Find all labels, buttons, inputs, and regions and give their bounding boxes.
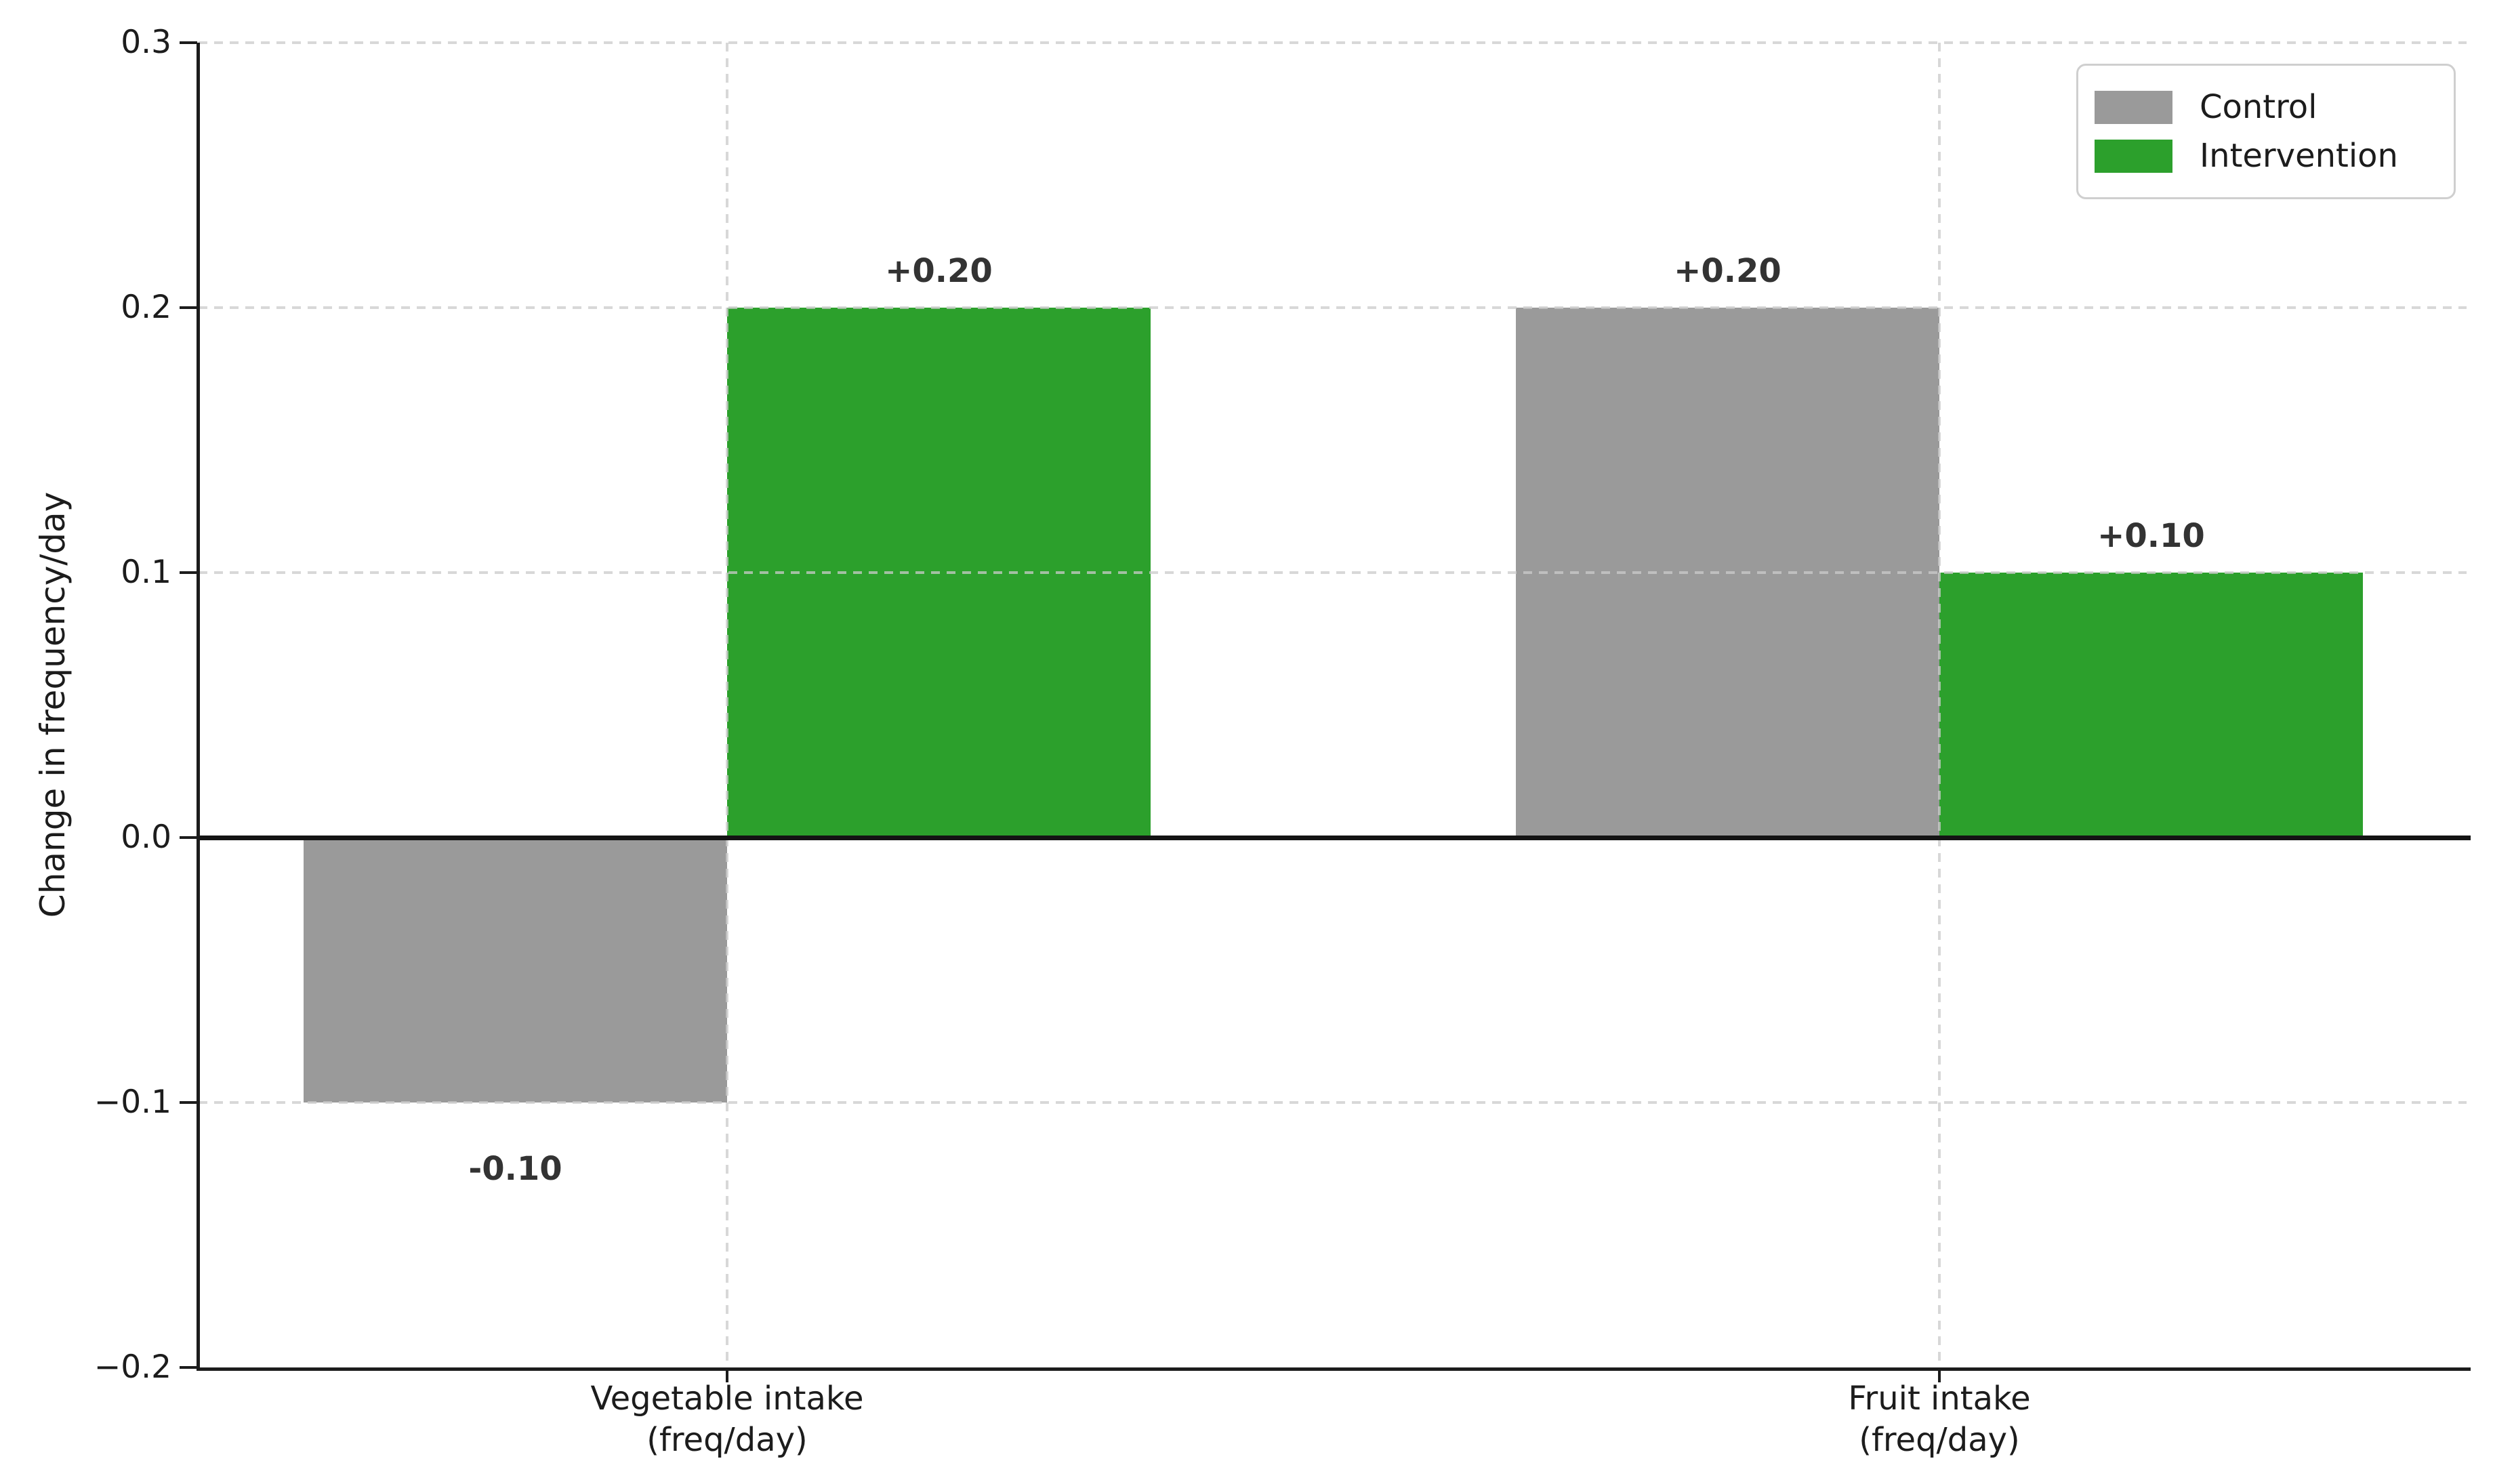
gridline-y-0.1 xyxy=(199,571,2467,574)
y-tick-mark-−0.2 xyxy=(180,1366,197,1369)
x-axis-spine xyxy=(197,1367,2471,1371)
bar-value-label-control-vegetable-intake: -0.10 xyxy=(468,1150,562,1188)
control-swatch xyxy=(2095,90,2172,124)
zero-baseline xyxy=(199,836,2471,840)
x-tick-label-line2: (freq/day) xyxy=(1859,1421,2020,1459)
x-tick-label-fruit-intake: Fruit intake (freq/day) xyxy=(1533,1378,2346,1461)
x-tick-label-line1: Vegetable intake xyxy=(590,1380,864,1418)
intervention-swatch xyxy=(2095,139,2172,173)
y-tick-label-0.2: 0.2 xyxy=(121,289,171,326)
legend-entry-control: Control xyxy=(2095,88,2454,126)
legend-entry-intervention: Intervention xyxy=(2095,137,2454,175)
y-tick-label-−0.2: −0.2 xyxy=(94,1348,171,1386)
bar-control-vegetable-intake xyxy=(304,838,727,1102)
gridline-y-−0.1 xyxy=(199,1101,2467,1104)
y-tick-label-0.1: 0.1 xyxy=(121,554,171,591)
y-tick-label-−0.1: −0.1 xyxy=(94,1084,171,1121)
bar-value-label-intervention-fruit-intake: +0.10 xyxy=(2097,517,2205,555)
gridline-y-0.2 xyxy=(199,306,2467,309)
y-tick-label-0.0: 0.0 xyxy=(121,819,171,856)
x-tick-label-line1: Fruit intake xyxy=(1848,1380,2031,1418)
legend-label-control: Control xyxy=(2200,88,2317,126)
y-tick-mark-0.3 xyxy=(180,41,197,44)
y-axis-spine xyxy=(197,43,200,1371)
y-tick-mark-0.2 xyxy=(180,306,197,309)
y-tick-mark-0.1 xyxy=(180,571,197,574)
legend: Control Intervention xyxy=(2076,64,2456,199)
x-tick-mark-fruit-intake xyxy=(1938,1367,1941,1382)
y-tick-mark-0.0 xyxy=(180,836,197,839)
x-tick-mark-vegetable-intake xyxy=(726,1367,728,1382)
bar-value-label-intervention-vegetable-intake: +0.20 xyxy=(885,252,993,290)
y-tick-label-0.3: 0.3 xyxy=(121,24,171,61)
bar-value-label-control-fruit-intake: +0.20 xyxy=(1674,252,1781,290)
gridline-x-vegetable-intake xyxy=(726,43,728,1367)
bar-intervention-fruit-intake xyxy=(1939,573,2363,838)
gridline-x-fruit-intake xyxy=(1938,43,1941,1367)
x-tick-label-vegetable-intake: Vegetable intake (freq/day) xyxy=(321,1378,1134,1461)
legend-label-intervention: Intervention xyxy=(2200,137,2398,175)
y-axis-title: Change in frequency/day xyxy=(33,491,73,918)
gridline-y-0.3 xyxy=(199,41,2467,44)
x-tick-label-line2: (freq/day) xyxy=(646,1421,808,1459)
y-tick-mark-−0.1 xyxy=(180,1101,197,1104)
